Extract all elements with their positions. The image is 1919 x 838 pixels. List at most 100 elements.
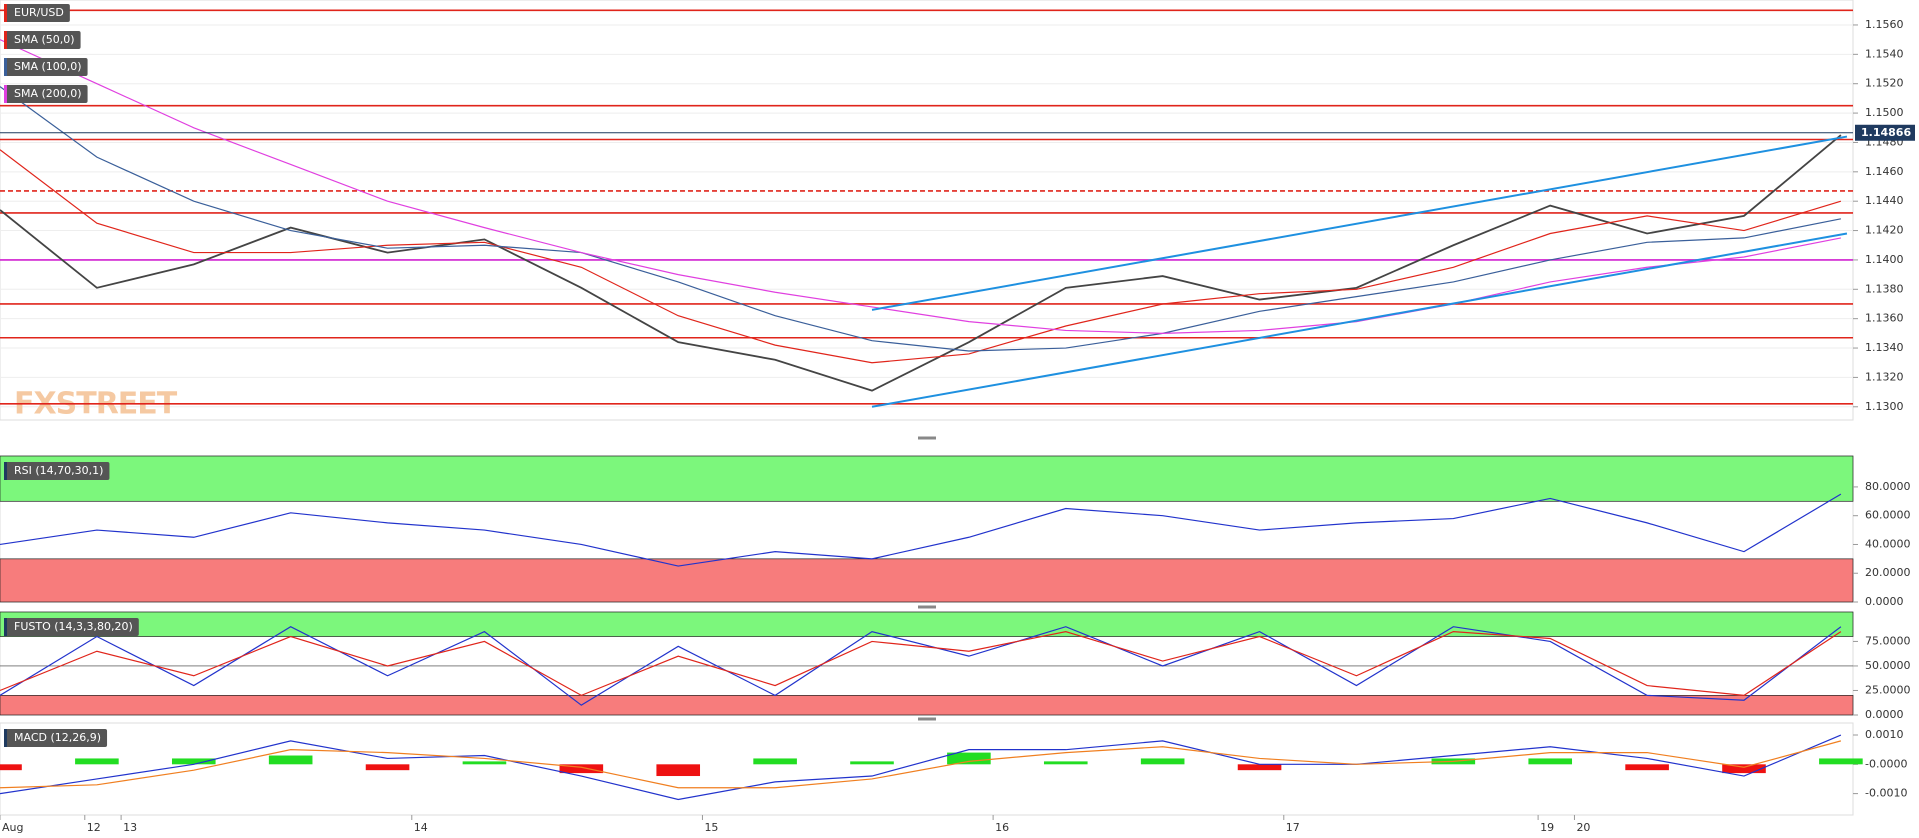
legend-label: SMA (50,0) (14, 33, 75, 46)
legend-label: EUR/USD (14, 6, 64, 19)
series-line (0, 134, 1842, 392)
legend-box (4, 58, 88, 76)
histogram-bar (268, 755, 313, 765)
series-line (0, 626, 1842, 706)
x-tick-label: 16 (995, 821, 1009, 834)
legend-swatch (4, 85, 7, 103)
y-tick-label: 25.0000 (1865, 683, 1911, 696)
legend-label: SMA (100,0) (14, 60, 82, 73)
x-tick-label: 12 (87, 821, 101, 834)
y-tick-label: 1.1400 (1865, 253, 1904, 266)
y-tick-label: 1.1420 (1865, 224, 1904, 237)
y-tick-label: 1.1320 (1865, 370, 1904, 383)
legend-item: MACD (12,26,9) (4, 729, 108, 747)
legend-item: EUR/USD (4, 4, 70, 22)
y-tick-label: 1.1500 (1865, 106, 1904, 119)
oversold-zone (0, 558, 1854, 603)
x-tick-label: 13 (123, 821, 137, 834)
y-tick-label: 1.1360 (1865, 312, 1904, 325)
panel-frame (0, 722, 1854, 816)
histogram-bar (75, 758, 119, 765)
series-line (0, 493, 1842, 567)
series-line (0, 631, 1842, 697)
legend-box (4, 729, 108, 747)
histogram-bar (1625, 764, 1669, 771)
histogram-bar (1140, 758, 1185, 765)
y-tick-label: 1.1560 (1865, 18, 1904, 31)
y-tick-label: 0.0010 (1865, 728, 1904, 741)
oversold-zone (0, 695, 1854, 716)
histogram-bar (1043, 761, 1088, 765)
legend-box (4, 462, 110, 480)
x-tick-label: Aug (2, 821, 23, 834)
legend-item: SMA (200,0) (4, 85, 88, 103)
panel-frame (0, 0, 1854, 421)
trend-line (871, 135, 1848, 311)
y-tick-label: 1.1300 (1865, 400, 1904, 413)
histogram-bar (947, 752, 991, 765)
legend-box (4, 31, 81, 49)
series-line (0, 39, 1842, 334)
series-line (0, 86, 1842, 352)
legend-swatch (4, 58, 7, 76)
x-tick-label: 14 (414, 821, 428, 834)
legend-swatch (4, 462, 7, 480)
y-tick-label: 1.1520 (1865, 77, 1904, 90)
histogram-bar (1528, 758, 1573, 765)
legend-box (4, 4, 70, 22)
y-tick-label: -0.0000 (1865, 757, 1907, 770)
histogram-bar (850, 761, 894, 765)
y-tick-label: 1.1440 (1865, 194, 1904, 207)
legend-swatch (4, 729, 7, 747)
trend-line (871, 232, 1848, 408)
histogram-bar (753, 758, 797, 765)
x-tick-label: 20 (1576, 821, 1590, 834)
last-price-label: 1.14866 (1861, 126, 1911, 139)
y-tick-label: 1.1460 (1865, 165, 1904, 178)
histogram-bar (171, 758, 216, 765)
x-tick-label: 15 (704, 821, 718, 834)
y-tick-label: 40.0000 (1865, 537, 1911, 550)
series-line (0, 740, 1842, 789)
legend-swatch (4, 618, 7, 636)
legend-label: FUSTO (14,3,3,80,20) (14, 620, 133, 633)
histogram-bar (1237, 764, 1282, 771)
x-tick-label: 17 (1286, 821, 1300, 834)
histogram-bar (1819, 758, 1863, 765)
legend-box (4, 85, 88, 103)
histogram-bar (462, 761, 507, 765)
legend-label: MACD (12,26,9) (14, 731, 101, 744)
histogram-bar (559, 764, 604, 774)
legend-swatch (4, 4, 7, 22)
legend-item: FUSTO (14,3,3,80,20) (4, 618, 139, 636)
x-tick-label: 19 (1540, 821, 1554, 834)
y-tick-label: 1.1540 (1865, 47, 1904, 60)
histogram-bar (1722, 764, 1766, 774)
legend-item: SMA (100,0) (4, 58, 88, 76)
series-line (0, 149, 1842, 364)
y-tick-label: 75.0000 (1865, 634, 1911, 647)
y-tick-label: 0.0000 (1865, 708, 1904, 721)
y-tick-label: 50.0000 (1865, 659, 1911, 672)
legend-item: RSI (14,70,30,1) (4, 462, 110, 480)
histogram-bar (365, 764, 410, 771)
overbought-zone (0, 455, 1854, 502)
legend-swatch (4, 31, 7, 49)
histogram-bar (0, 764, 22, 771)
overbought-zone (0, 611, 1854, 637)
last-price-box (1855, 124, 1915, 141)
y-tick-label: 20.0000 (1865, 566, 1911, 579)
y-tick-label: 60.0000 (1865, 509, 1911, 522)
y-tick-label: 80.0000 (1865, 480, 1911, 493)
y-tick-label: -0.0010 (1865, 787, 1907, 800)
histogram-bar (656, 764, 701, 777)
y-tick-label: 1.1380 (1865, 282, 1904, 295)
legend-item: SMA (50,0) (4, 31, 81, 49)
legend-label: SMA (200,0) (14, 87, 82, 100)
legend-box (4, 618, 139, 636)
y-tick-label: 1.1340 (1865, 341, 1904, 354)
legend-label: RSI (14,70,30,1) (14, 464, 103, 477)
series-line (0, 734, 1842, 801)
y-tick-label: 0.0000 (1865, 595, 1904, 608)
